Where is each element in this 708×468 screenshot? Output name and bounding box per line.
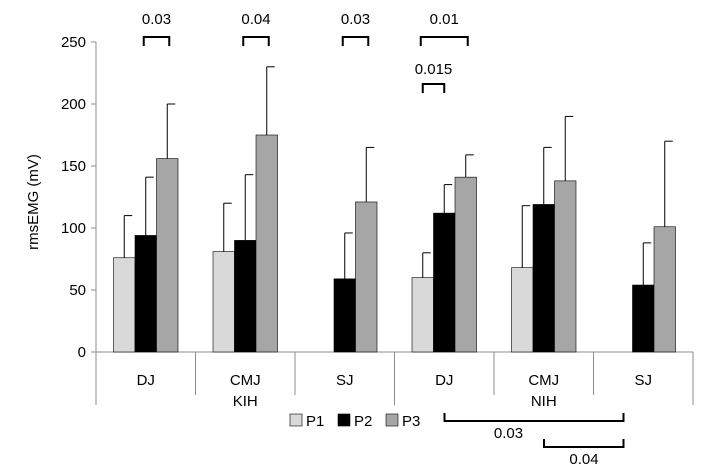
significance-bracket — [142, 36, 171, 46]
significance-label: 0.03 — [341, 11, 370, 28]
bar — [632, 284, 655, 353]
x-tick-label: DJ — [435, 372, 453, 389]
bar — [134, 235, 157, 353]
x-tick-label: CMJ — [528, 372, 559, 389]
bar — [454, 176, 477, 353]
y-axis-label: rmsEMG (mV) — [25, 154, 42, 250]
significance-label: 0.03 — [142, 11, 171, 28]
chart-error-bars — [123, 66, 673, 286]
significance-label: 0.015 — [415, 61, 453, 78]
bar — [653, 226, 676, 353]
y-tick-label: 0 — [78, 344, 86, 361]
x-tick-label: CMJ — [230, 372, 261, 389]
bar — [255, 134, 278, 353]
x-tick-label: SJ — [336, 372, 354, 389]
chart-bars — [113, 134, 676, 353]
bar — [113, 257, 136, 353]
significance-label: 0.04 — [241, 11, 270, 28]
chart-annotations: 0.03 0.04 0.03 0.01 0.015 0.03 0.04 — [142, 11, 625, 468]
bar — [234, 240, 257, 353]
significance-label: 0.01 — [430, 11, 459, 28]
significance-bracket — [419, 36, 469, 46]
y-tick-label: 100 — [61, 220, 86, 237]
x-tick-label: DJ — [137, 372, 155, 389]
significance-bracket — [421, 83, 446, 93]
bar — [433, 212, 456, 353]
x-group-label: KIH — [233, 393, 258, 410]
legend-swatch — [337, 413, 351, 427]
bottom-significance-bracket — [543, 439, 625, 448]
legend-label: P2 — [354, 413, 372, 430]
bar — [156, 158, 179, 353]
bar — [411, 277, 434, 353]
x-tick-label: SJ — [634, 372, 652, 389]
legend-label: P1 — [306, 413, 324, 430]
bottom-significance-label: 0.04 — [569, 451, 598, 468]
y-tick-label: 250 — [61, 34, 86, 51]
bar — [532, 204, 555, 353]
significance-bracket — [242, 36, 270, 46]
y-tick-label: 50 — [69, 282, 86, 299]
chart-legend: P1 P2 P3 — [289, 413, 420, 430]
bar — [554, 180, 577, 353]
y-tick-label: 150 — [61, 158, 86, 175]
bar — [212, 251, 235, 353]
legend-swatch — [289, 413, 303, 427]
legend-swatch — [385, 413, 399, 427]
significance-bracket — [341, 36, 370, 46]
chart-axes: 0 50 100 150 200 250 DJ CMJ SJ DJ CMJ SJ KIH NIH — [61, 34, 694, 410]
bottom-significance-bracket — [443, 413, 625, 422]
bar — [355, 201, 378, 353]
bar — [511, 267, 534, 353]
bottom-significance-label: 0.03 — [494, 425, 523, 442]
legend-label: P3 — [402, 413, 420, 430]
y-tick-label: 200 — [61, 96, 86, 113]
bar — [333, 278, 356, 353]
x-group-label: NIH — [531, 393, 557, 410]
